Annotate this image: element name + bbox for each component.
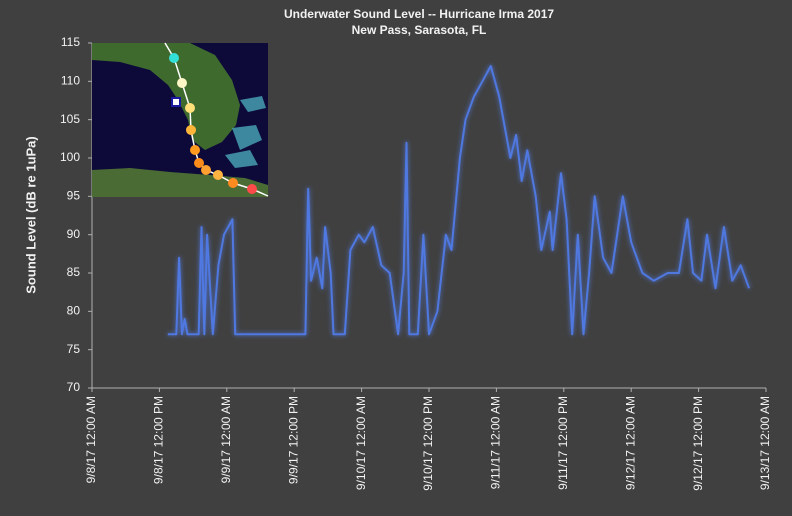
map-shallows: [225, 96, 266, 168]
chart-title: Underwater Sound Level -- Hurricane Irma…: [284, 7, 554, 21]
track-point: [185, 103, 195, 113]
x-tick-label: 9/11/17 12:00 AM: [489, 396, 503, 489]
chart-subtitle: New Pass, Sarasota, FL: [352, 23, 487, 37]
track-point: [186, 125, 196, 135]
map-inset: [92, 42, 269, 197]
y-tick-label: 80: [67, 304, 81, 318]
x-tick-label: 9/10/17 12:00 AM: [354, 396, 368, 490]
y-tick-label: 115: [61, 35, 80, 49]
data-line: [167, 65, 751, 336]
site-marker: [171, 97, 181, 107]
y-tick-label: 95: [67, 189, 81, 203]
track-point: [169, 53, 179, 63]
track-point: [190, 145, 200, 155]
x-tick-label: 9/10/17 12:00 PM: [421, 396, 435, 491]
x-tick-label: 9/9/17 12:00 PM: [286, 396, 300, 484]
y-tick-label: 105: [60, 112, 80, 126]
plot-area: [167, 65, 751, 336]
x-tick-label: 9/12/17 12:00 AM: [623, 396, 637, 490]
x-tick-label: 9/13/17 12:00 AM: [758, 396, 772, 490]
track-point: [201, 165, 211, 175]
y-tick-label: 110: [61, 74, 80, 88]
track-point: [228, 178, 238, 188]
x-tick-label: 9/9/17 12:00 AM: [219, 396, 233, 483]
map-land: [92, 43, 240, 150]
x-tick-label: 9/12/17 12:00 PM: [691, 396, 705, 491]
track-point: [247, 184, 257, 194]
y-tick-label: 85: [67, 265, 81, 279]
track-point: [194, 158, 204, 168]
y-tick-label: 100: [60, 150, 80, 164]
y-tick-label: 70: [67, 380, 81, 394]
x-tick-label: 9/8/17 12:00 PM: [152, 396, 166, 484]
y-tick-label: 75: [67, 342, 81, 356]
y-tick-label: 90: [67, 227, 81, 241]
x-tick-label: 9/11/17 12:00 PM: [556, 396, 570, 490]
track-point: [177, 78, 187, 88]
y-axis-label: Sound Level (dB re 1uPa): [23, 136, 38, 293]
x-tick-label: 9/8/17 12:00 AM: [84, 396, 98, 483]
track-point: [213, 170, 223, 180]
map-land: [92, 168, 268, 197]
